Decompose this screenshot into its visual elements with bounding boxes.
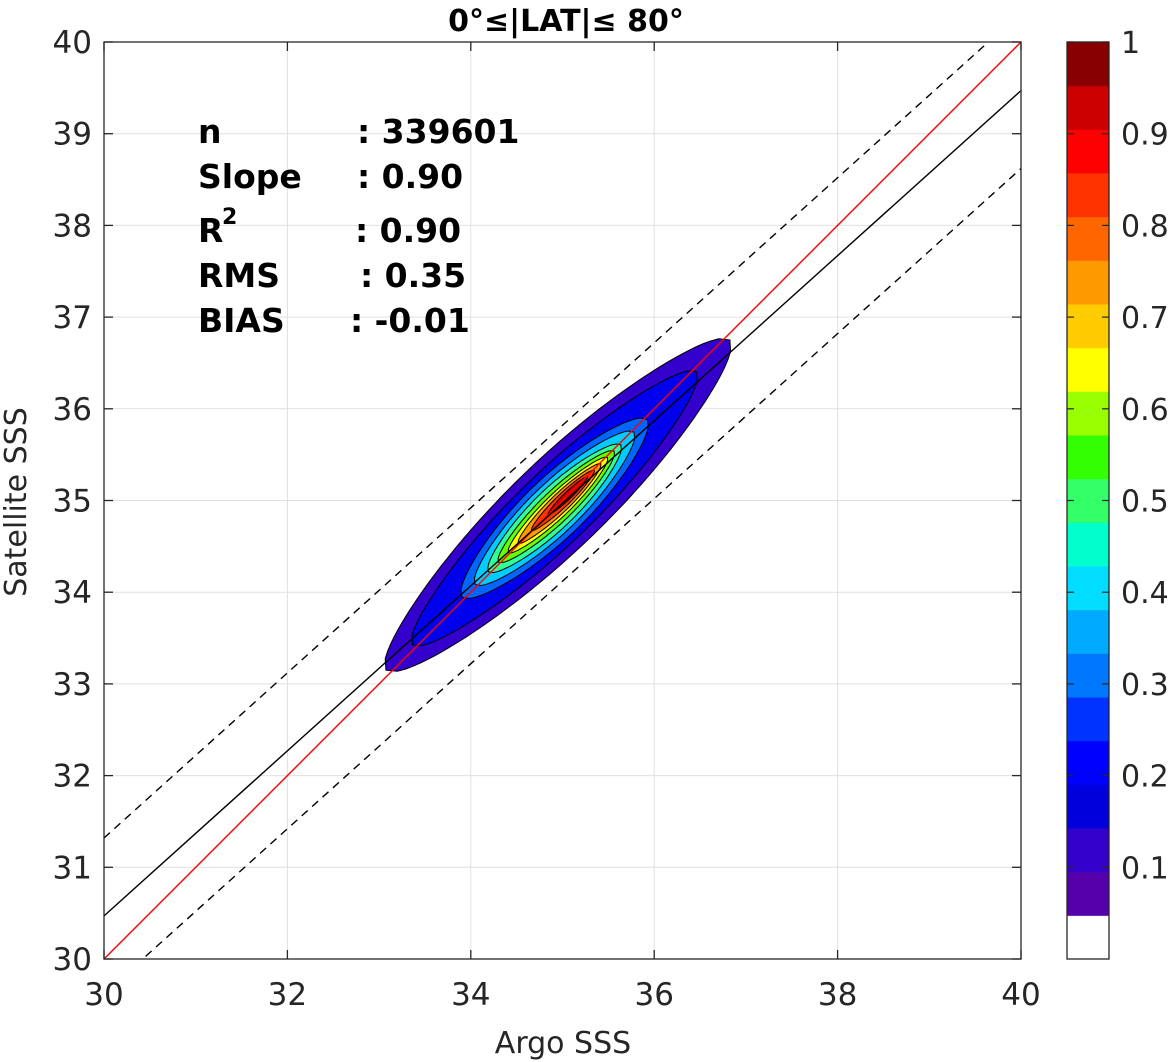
- colorbar-segment: [1067, 740, 1109, 785]
- colorbar-tick-label: 0.8: [1121, 209, 1169, 244]
- y-tick-label: 35: [53, 484, 92, 520]
- colorbar-segment: [1067, 522, 1109, 567]
- plot-frame: [103, 41, 1022, 960]
- colorbar-segment: [1067, 173, 1109, 218]
- stat-r2-label: R: [198, 211, 223, 250]
- colorbar-tick-label: 0.1: [1121, 851, 1169, 886]
- x-tick-labels: 30 32 34 36 38 40: [84, 977, 1040, 1013]
- stat-n-value: : 339601: [357, 112, 519, 151]
- reference-lines: [104, 42, 1021, 959]
- stat-r2-superscript: 2: [222, 205, 237, 230]
- y-tick-label: 38: [53, 208, 92, 244]
- y-tick-label: 39: [53, 117, 92, 153]
- colorbar-tick-label: 0.2: [1121, 760, 1169, 795]
- colorbar-segment: [1067, 129, 1109, 174]
- y-tick-label: 30: [53, 942, 92, 978]
- stat-r2-value: : 0.90: [355, 211, 461, 250]
- colorbar-segment: [1067, 653, 1109, 698]
- y-tick-label: 32: [53, 759, 92, 795]
- colorbar-segment: [1067, 216, 1109, 261]
- reference-line-1:1: [104, 42, 1021, 959]
- colorbar-tick-label: 0.5: [1121, 485, 1169, 520]
- reference-line-fit: [104, 90, 1021, 917]
- colorbar-tick-label: 0.7: [1121, 301, 1169, 336]
- colorbar-segment: [1067, 609, 1109, 654]
- colorbar-segment: [1067, 85, 1109, 130]
- stat-rms-label: RMS: [198, 256, 280, 295]
- colorbar-segment: [1067, 871, 1109, 916]
- colorbar-tick-label: 0.3: [1121, 668, 1169, 703]
- y-tick-label: 34: [53, 575, 92, 611]
- y-tick-labels: 30 31 32 33 34 35 36 37 38 39 40: [53, 25, 92, 978]
- stat-rms-value: : 0.35: [360, 256, 466, 295]
- colorbar-segment: [1067, 697, 1109, 742]
- grid-lines: [103, 41, 1022, 960]
- y-tick-label: 37: [53, 300, 92, 336]
- colorbar-segment: [1067, 435, 1109, 480]
- y-tick-label: 40: [53, 25, 92, 61]
- colorbar-segment: [1067, 391, 1109, 436]
- colorbar: [1066, 41, 1110, 960]
- colorbar-segment: [1067, 347, 1109, 392]
- stat-bias-value: : -0.01: [350, 301, 470, 340]
- x-tick-label: 30: [84, 977, 123, 1013]
- x-tick-label: 34: [451, 977, 490, 1013]
- y-tick-label: 31: [53, 850, 92, 886]
- reference-line-upper: [104, 42, 990, 839]
- x-axis-label: Argo SSS: [495, 1026, 631, 1061]
- reference-line-lower: [141, 168, 1021, 959]
- statistics-box: n : 339601 Slope : 0.90 R 2 : 0.90 RMS :…: [198, 112, 519, 340]
- colorbar-tick-label: 0.6: [1121, 393, 1169, 428]
- colorbar-tick-label: 0.4: [1121, 576, 1169, 611]
- y-tick-label: 36: [53, 392, 92, 428]
- stat-slope-label: Slope: [198, 157, 302, 196]
- y-axis-label: Satellite SSS: [0, 407, 34, 597]
- stat-bias-label: BIAS: [198, 301, 285, 340]
- x-tick-label: 38: [818, 977, 857, 1013]
- x-tick-label: 40: [1001, 977, 1040, 1013]
- colorbar-segment: [1067, 304, 1109, 349]
- colorbar-segment: [1067, 42, 1109, 87]
- colorbar-tick-label: 1: [1121, 26, 1140, 61]
- colorbar-segment: [1067, 784, 1109, 829]
- colorbar-tick-label: 0.9: [1121, 118, 1169, 153]
- colorbar-segment: [1067, 915, 1109, 960]
- colorbar-segment: [1067, 828, 1109, 873]
- stat-slope-value: : 0.90: [357, 157, 463, 196]
- chart-title: 0°≤|LAT|≤ 80°: [448, 4, 684, 39]
- y-tick-label: 33: [53, 667, 92, 703]
- colorbar-tick-labels: 0.1 0.2 0.3 0.4 0.5 0.6 0.7 0.8 0.9 1: [1121, 26, 1169, 886]
- x-tick-label: 36: [634, 977, 673, 1013]
- x-tick-label: 32: [268, 977, 307, 1013]
- colorbar-segment: [1067, 566, 1109, 611]
- colorbar-segment: [1067, 260, 1109, 305]
- stat-n-label: n: [198, 112, 222, 151]
